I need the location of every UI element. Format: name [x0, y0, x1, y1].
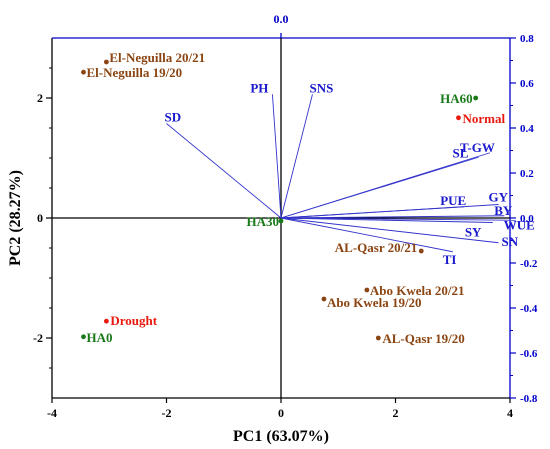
score-label: HA0 [86, 330, 112, 345]
y-axis-title: PC2 (28.27%) [7, 170, 24, 266]
loading-label: SNS [309, 80, 333, 95]
loading-label: WUE [504, 217, 535, 232]
y-tick-label: -2 [33, 331, 43, 345]
loading-vector [280, 215, 505, 219]
x-tick-label: -4 [47, 406, 57, 420]
loading-label: SY [465, 225, 482, 240]
score-label: HA30 [247, 214, 280, 229]
x-tick-label: 2 [393, 406, 399, 420]
loading-label: SN [502, 234, 519, 249]
y-tick-label: 2 [37, 91, 43, 105]
score-label: Abo Kwela 20/21 [370, 283, 465, 298]
right-tick-label: -0.4 [520, 303, 538, 315]
right-tick-label: 0.6 [520, 78, 534, 90]
score-point [81, 69, 86, 75]
loading-label: PH [250, 80, 268, 95]
right-tick-label: 0.4 [520, 123, 534, 135]
score-point [103, 59, 109, 65]
score-point [456, 115, 461, 121]
loading-vector [271, 94, 282, 219]
score-point [418, 248, 424, 254]
right-tick-label: -0.6 [520, 348, 538, 360]
loading-vector [280, 94, 313, 219]
score-point [103, 318, 109, 324]
score-point [473, 95, 479, 101]
loading-vector [280, 204, 499, 219]
loading-label: SD [165, 110, 182, 125]
score-label: HA60 [440, 91, 473, 106]
x-tick-label: -2 [162, 406, 172, 420]
score-label: El-Neguilla 19/20 [86, 65, 182, 80]
x-tick-label: 4 [507, 406, 513, 420]
right-tick-label: 0.8 [520, 33, 534, 45]
loading-vector [280, 217, 493, 223]
loading-vectors [166, 94, 516, 253]
right-tick-label: 0.2 [520, 168, 534, 180]
loading-label: BY [494, 203, 513, 218]
score-label: AL-Qasr 20/21 [335, 240, 417, 255]
x-axis-title: PC1 (63.07%) [233, 428, 329, 445]
loading-vector [280, 217, 499, 244]
loading-vector [280, 156, 479, 219]
x-tick-label: 0 [278, 406, 284, 420]
right-tick-label: -0.2 [520, 258, 538, 270]
score-point [81, 334, 86, 340]
loading-vector [280, 217, 453, 253]
right-tick-label: 0.0 [520, 213, 534, 225]
score-label: El-Neguilla 20/21 [109, 50, 205, 65]
score-points [81, 59, 479, 341]
y-tick-label: 0 [37, 211, 43, 225]
score-point [321, 296, 327, 302]
score-label: Drought [110, 313, 157, 328]
score-point [278, 218, 284, 224]
right-tick-label: -0.8 [520, 393, 538, 405]
loading-label: TI [443, 252, 457, 267]
loading-label: SL [453, 145, 469, 160]
loading-label: PUE [440, 193, 466, 208]
loading-vector [166, 123, 282, 219]
labels: -4 -2 0 2 4 -2 0 2 -0.8 -0.6 -0.4 -0.2 0.0 0.2 0.4 0.6 0… [33, 33, 538, 420]
score-label: Abo Kwela 19/20 [327, 295, 422, 310]
score-point [364, 287, 370, 293]
top-axis-label: 0.0 [274, 12, 289, 26]
score-label: Normal [462, 111, 505, 126]
loading-label: GY [489, 190, 509, 205]
score-point [375, 335, 381, 341]
loading-vector [280, 217, 516, 221]
loading-label: T-GW [460, 140, 495, 155]
score-label: AL-Qasr 19/20 [382, 331, 464, 346]
